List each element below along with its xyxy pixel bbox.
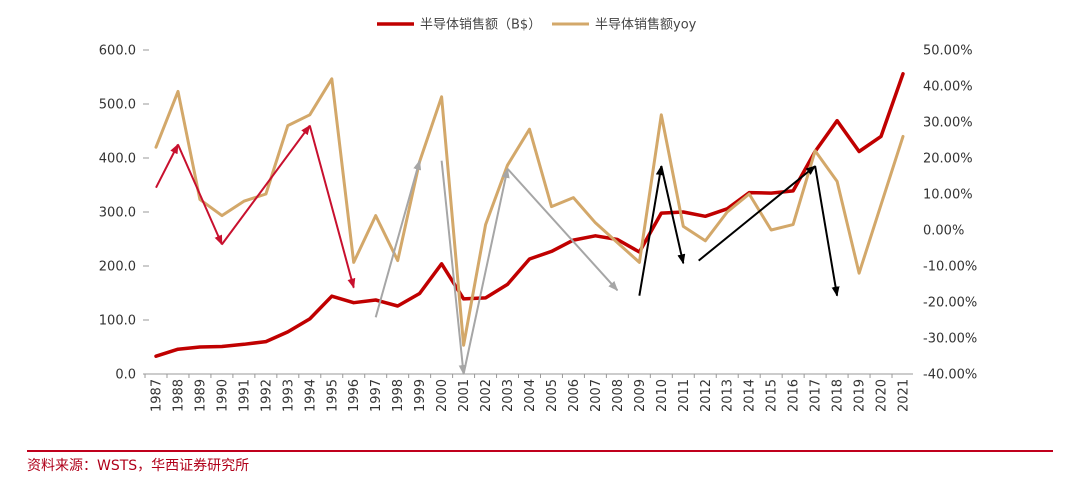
y-right-tick-label: -30.00% <box>923 332 977 347</box>
y-right-tick-label: -20.00% <box>923 296 977 311</box>
x-tick-label: 1997 <box>369 379 384 412</box>
axes: 0.0 100.0 200.0 300.0 400.0 500.0 600.0 -40.00%… <box>99 44 977 413</box>
black-trend-arrow <box>660 165 686 265</box>
x-tick-label: 2002 <box>479 379 494 412</box>
x-tick-label: 2005 <box>545 379 560 412</box>
y-left-tick-label: 600.0 <box>99 44 136 59</box>
y-left-tick-label: 400.0 <box>99 152 136 167</box>
y-left-tick-label: 200.0 <box>99 260 136 275</box>
black-trend-arrow <box>698 165 816 262</box>
x-tick-label: 2014 <box>743 379 758 412</box>
x-tick-label: 2016 <box>787 379 802 412</box>
x-tick-label: 2021 <box>897 379 912 412</box>
x-tick-label: 2001 <box>457 379 472 412</box>
series-line-yoy <box>154 77 905 347</box>
x-tick-label: 2006 <box>567 379 582 412</box>
x-tick-label: 1995 <box>325 379 340 412</box>
gray-trend-arrow <box>506 168 619 292</box>
x-tick-label: 2017 <box>809 379 824 412</box>
x-tick-label: 1987 <box>150 379 165 412</box>
legend-label-yoy: 半导体销售额yoy <box>595 17 697 33</box>
x-tick-label: 2012 <box>699 379 714 412</box>
y-left-tick-label: 100.0 <box>99 314 136 329</box>
x-tick-label: 2004 <box>523 379 538 412</box>
x-tick-label: 2003 <box>501 379 516 412</box>
trend-arrows <box>155 124 840 375</box>
x-tick-label: 2010 <box>655 379 670 412</box>
x-tick-label: 2013 <box>721 379 736 412</box>
black-trend-arrow <box>814 165 840 297</box>
legend-label-sales: 半导体销售额（B$） <box>420 17 541 33</box>
series-lines <box>154 72 905 358</box>
red-trend-arrow <box>155 143 179 189</box>
y-right-tick-label: 0.00% <box>923 224 964 239</box>
x-tick-label: 1993 <box>281 379 296 412</box>
x-tick-label: 1998 <box>391 379 406 412</box>
x-tick-label: 1990 <box>215 379 230 412</box>
red-trend-arrow <box>221 124 311 245</box>
x-tick-label: 1988 <box>171 379 186 412</box>
x-tick-label: 2015 <box>765 379 780 412</box>
series-line-sales <box>154 72 905 358</box>
y-right-tick-label: 20.00% <box>923 152 973 167</box>
x-tick-label: 1992 <box>259 379 274 412</box>
y-right-tick-label: 50.00% <box>923 44 973 59</box>
legend: 半导体销售额（B$） 半导体销售额yoy <box>377 17 697 33</box>
y-right-tick-label: -10.00% <box>923 260 977 275</box>
gray-trend-arrow <box>374 159 422 318</box>
x-tick-label: 2008 <box>611 379 626 412</box>
y-left-tick-label: 500.0 <box>99 98 136 113</box>
y-right-tick-label: -40.00% <box>923 368 977 383</box>
x-tick-label: 1996 <box>347 379 362 412</box>
x-tick-label: 1989 <box>193 379 208 412</box>
x-tick-label: 2018 <box>831 379 846 412</box>
source-note: 资料来源：WSTS，华西证券研究所 <box>27 458 250 474</box>
x-tick-label: 2009 <box>633 379 648 412</box>
gray-trend-arrow <box>462 167 510 375</box>
black-trend-arrow <box>638 165 664 296</box>
x-tick-label: 2019 <box>853 379 868 412</box>
gray-trend-arrow <box>440 160 467 375</box>
x-tick-label: 2000 <box>435 379 450 412</box>
x-tick-label: 1994 <box>303 379 318 412</box>
x-tick-label: 2007 <box>589 379 604 412</box>
line-chart: 半导体销售额（B$） 半导体销售额yoy 0.0 100.0 200.0 300.0 40… <box>99 17 977 413</box>
x-tick-label: 2011 <box>677 379 692 412</box>
x-tick-label: 1999 <box>413 379 428 412</box>
y-right-tick-label: 30.00% <box>923 116 973 131</box>
y-left-tick-label: 300.0 <box>99 206 136 221</box>
red-trend-arrow <box>177 144 223 246</box>
y-right-tick-label: 40.00% <box>923 80 973 95</box>
y-right-tick-label: 10.00% <box>923 188 973 203</box>
y-left-tick-label: 0.0 <box>115 368 136 383</box>
source-divider <box>27 450 1053 452</box>
red-trend-arrow <box>308 125 356 289</box>
x-tick-label: 2020 <box>875 379 890 412</box>
x-tick-label: 1991 <box>237 379 252 412</box>
